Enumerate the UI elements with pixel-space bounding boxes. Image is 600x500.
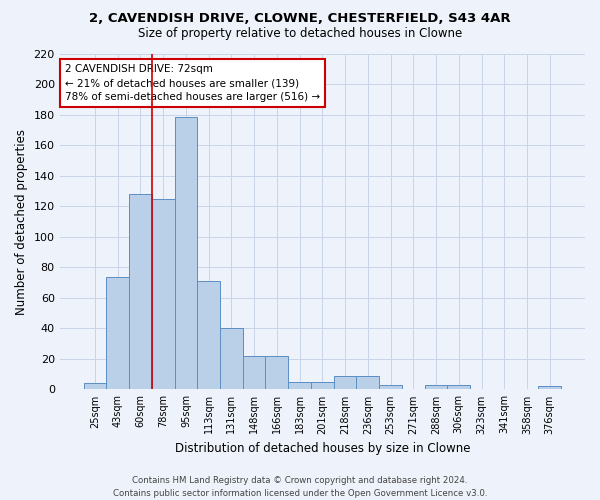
Bar [311,382,334,390]
Text: 2, CAVENDISH DRIVE, CLOWNE, CHESTERFIELD, S43 4AR: 2, CAVENDISH DRIVE, CLOWNE, CHESTERFIELD… [89,12,511,26]
Bar [220,328,243,390]
Bar [379,385,402,390]
Bar [83,384,106,390]
Bar [425,385,448,390]
Text: 2 CAVENDISH DRIVE: 72sqm
← 21% of detached houses are smaller (139)
78% of semi-: 2 CAVENDISH DRIVE: 72sqm ← 21% of detach… [65,64,320,102]
Bar [334,376,356,390]
Bar [538,386,561,390]
Text: Contains HM Land Registry data © Crown copyright and database right 2024.
Contai: Contains HM Land Registry data © Crown c… [113,476,487,498]
Bar [129,194,152,390]
Bar [448,385,470,390]
X-axis label: Distribution of detached houses by size in Clowne: Distribution of detached houses by size … [175,442,470,455]
Bar [197,281,220,390]
Bar [152,199,175,390]
Bar [175,116,197,390]
Y-axis label: Number of detached properties: Number of detached properties [15,128,28,314]
Bar [243,356,265,390]
Bar [106,276,129,390]
Bar [265,356,288,390]
Text: Size of property relative to detached houses in Clowne: Size of property relative to detached ho… [138,28,462,40]
Bar [288,382,311,390]
Bar [356,376,379,390]
